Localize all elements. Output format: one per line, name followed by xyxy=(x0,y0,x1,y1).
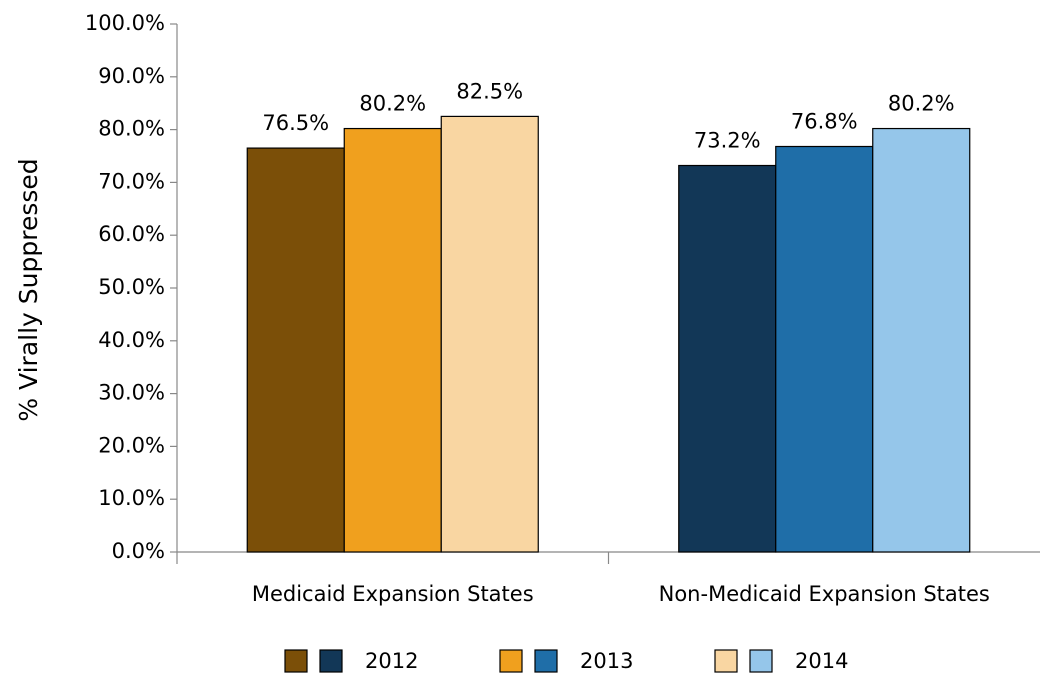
y-tick-label: 30.0% xyxy=(98,381,165,405)
bar xyxy=(343,127,442,553)
legend-label: 2014 xyxy=(795,649,848,673)
legend-swatch xyxy=(284,649,308,673)
y-tick-label: 10.0% xyxy=(98,486,165,510)
bar xyxy=(246,147,345,553)
value-label: 73.2% xyxy=(694,129,761,153)
bar xyxy=(678,164,777,553)
legend-label: 2012 xyxy=(365,649,418,673)
bar xyxy=(775,145,874,553)
legend-swatch xyxy=(499,649,523,673)
legend-swatch xyxy=(749,649,773,673)
y-tick-label: 60.0% xyxy=(98,222,165,246)
value-label: 82.5% xyxy=(456,79,523,103)
legend-swatch xyxy=(534,649,558,673)
x-tick-label: Non-Medicaid Expansion States xyxy=(659,582,990,606)
value-label: 80.2% xyxy=(359,92,426,116)
value-label: 76.5% xyxy=(262,111,329,135)
y-tick-label: 70.0% xyxy=(98,169,165,193)
value-label: 76.8% xyxy=(791,109,858,133)
y-tick-label: 40.0% xyxy=(98,328,165,352)
value-label: 80.2% xyxy=(888,92,955,116)
y-tick-label: 90.0% xyxy=(98,64,165,88)
bar xyxy=(872,127,971,553)
x-tick-label: Medicaid Expansion States xyxy=(252,582,534,606)
y-tick-label: 20.0% xyxy=(98,433,165,457)
y-axis-label: % Virally Suppressed xyxy=(14,158,43,421)
legend-swatch xyxy=(319,649,343,673)
y-tick-label: 100.0% xyxy=(85,11,165,35)
y-tick-label: 50.0% xyxy=(98,275,165,299)
y-tick-label: 80.0% xyxy=(98,117,165,141)
bar xyxy=(440,115,539,553)
y-tick-label: 0.0% xyxy=(112,539,165,563)
legend-swatch xyxy=(714,649,738,673)
legend-label: 2013 xyxy=(580,649,633,673)
